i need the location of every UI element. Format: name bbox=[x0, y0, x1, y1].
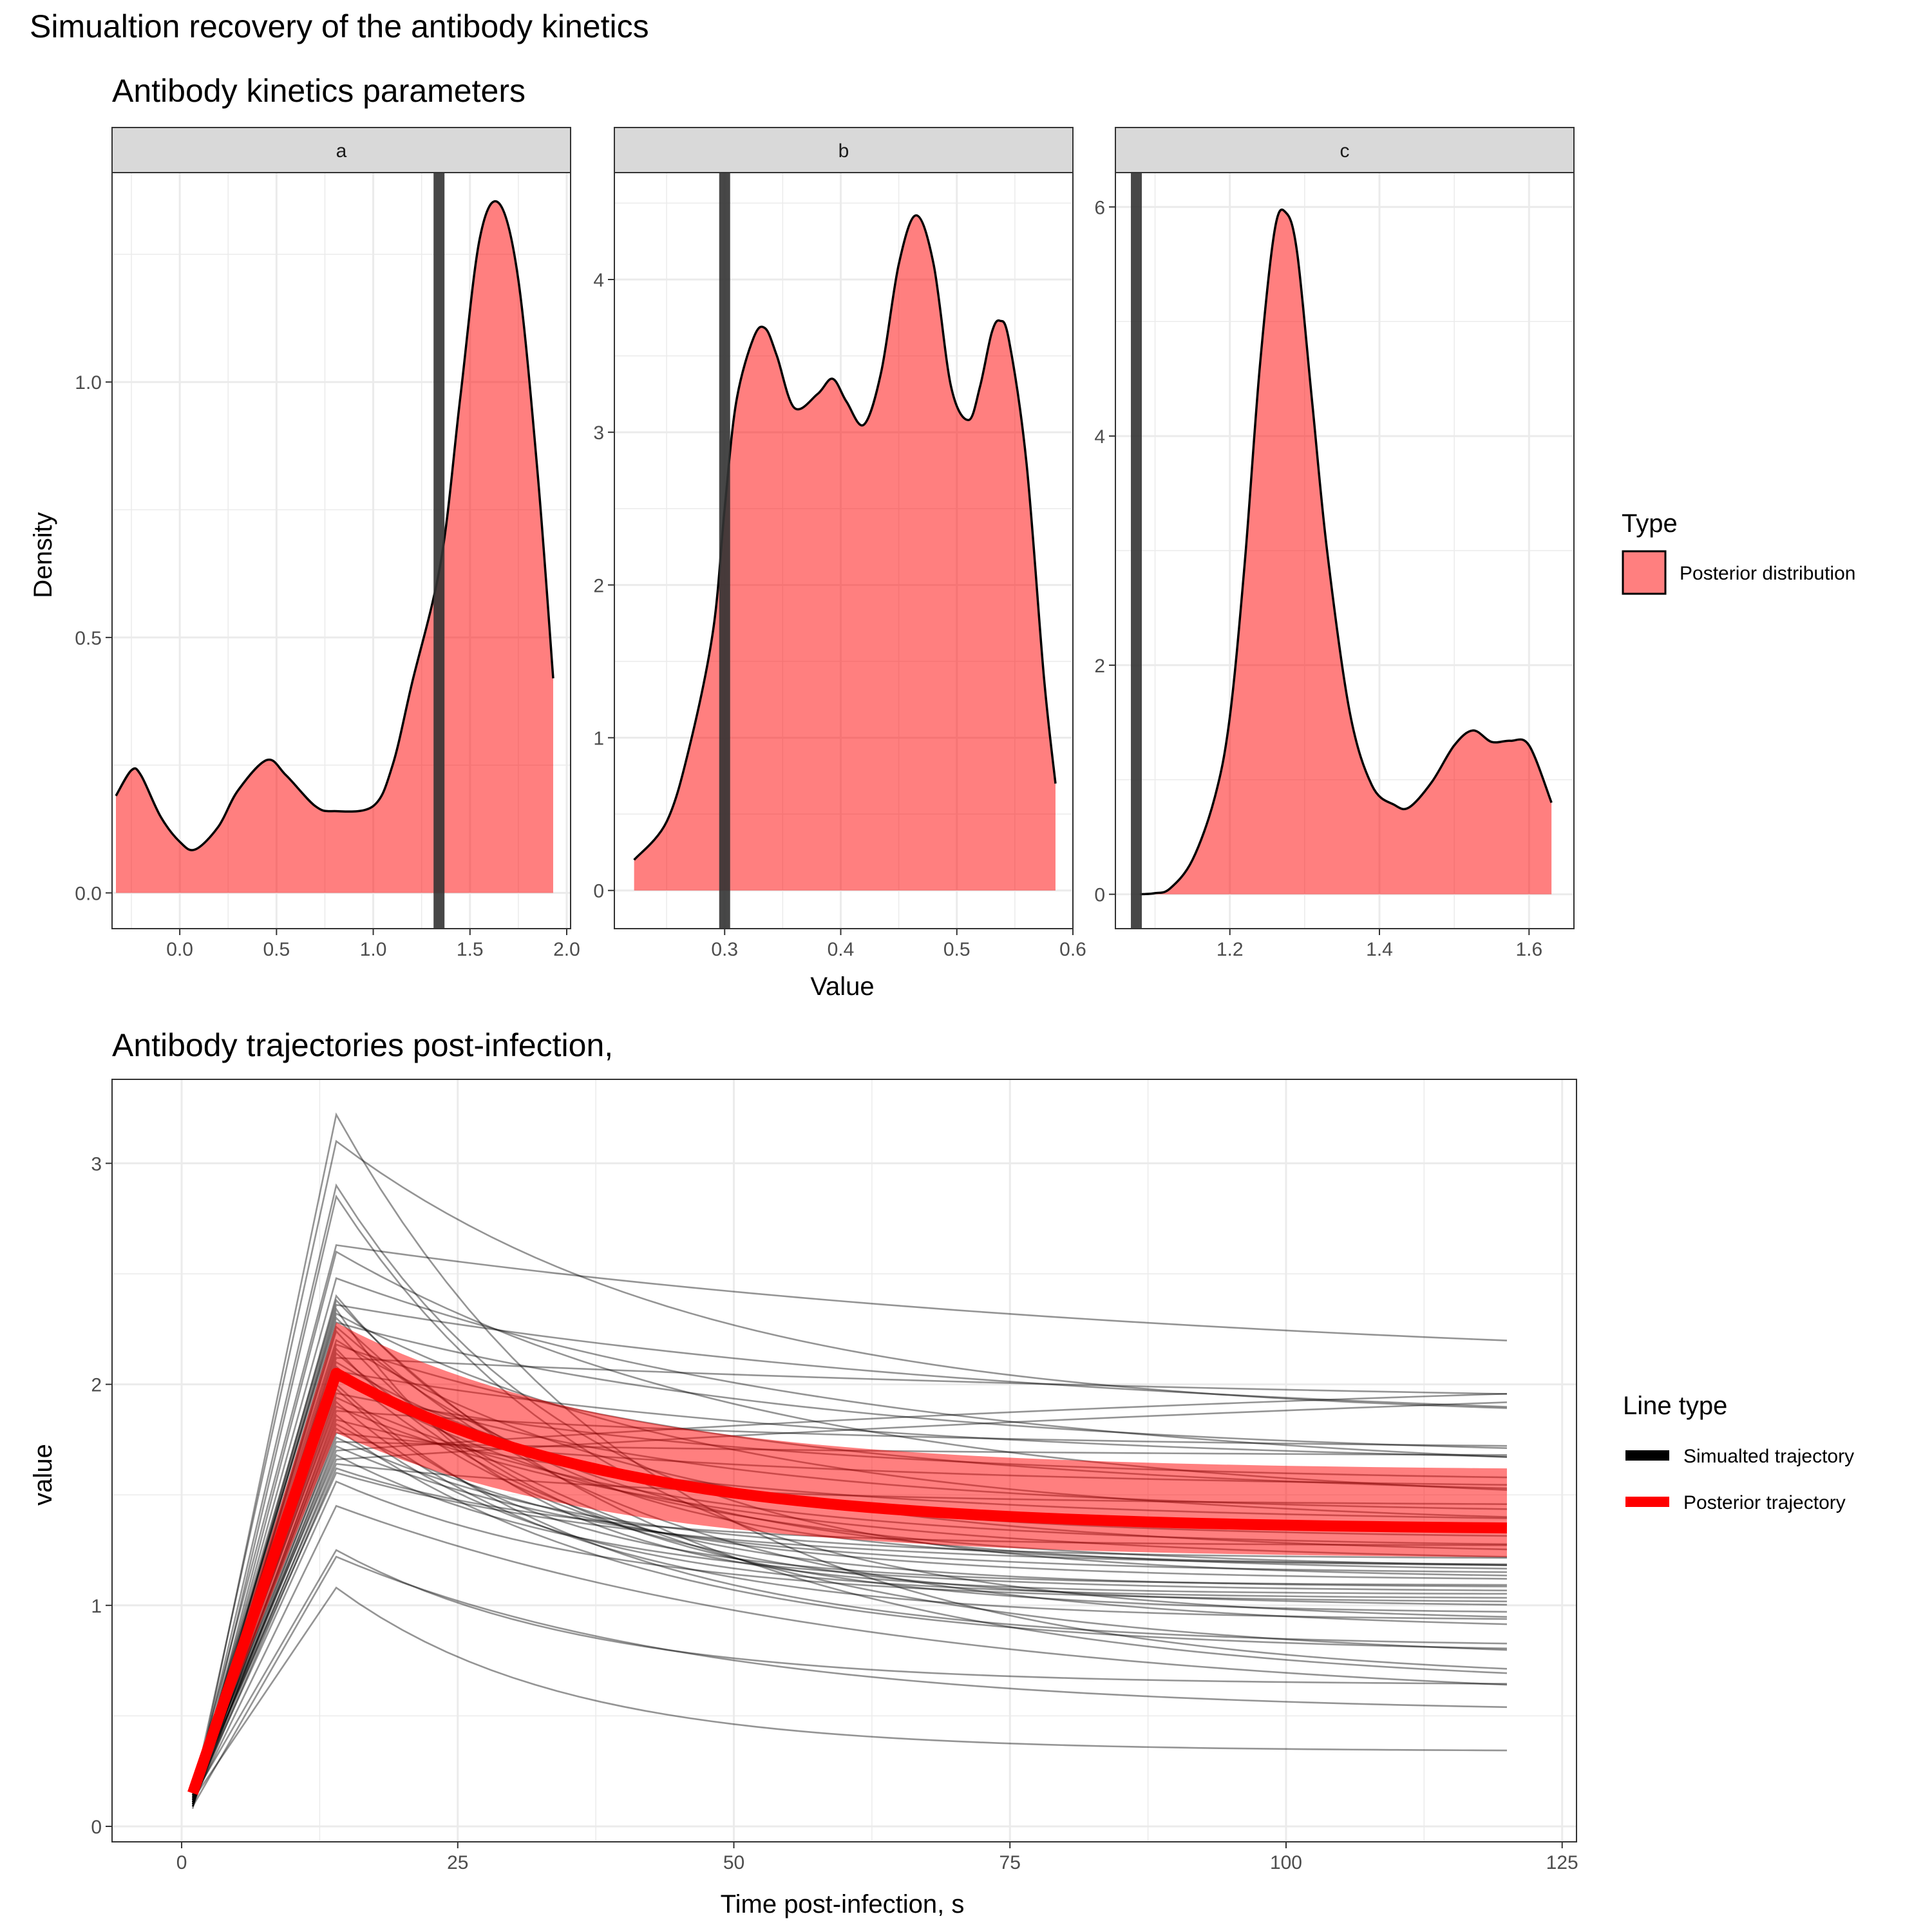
x-tick-label: 1.4 bbox=[1366, 939, 1393, 960]
x-tick-label: 0 bbox=[176, 1852, 187, 1873]
y-tick-label: 0 bbox=[1094, 885, 1105, 906]
y-tick-label: 0 bbox=[593, 881, 604, 902]
simulated-trajectory-line bbox=[192, 1472, 1507, 1794]
x-tick-label: 0.5 bbox=[943, 939, 971, 960]
y-tick-label: 3 bbox=[91, 1153, 102, 1175]
y-tick-label: 1.0 bbox=[75, 372, 102, 393]
posterior-density-area-c bbox=[1140, 209, 1552, 895]
x-tick-label: 0.0 bbox=[166, 939, 193, 960]
panel-strip-a bbox=[111, 127, 571, 173]
panel-b: b 0.3 0.4 0.5 0.6 0 1 2 3 4 bbox=[593, 127, 1086, 960]
panel-strip-c bbox=[1115, 127, 1575, 173]
simulated-trajectory-line bbox=[191, 1387, 1507, 1798]
y-tick-label: 0.5 bbox=[75, 628, 102, 649]
trajectory-plot: 0 25 50 75 100 125 0 1 2 3 bbox=[91, 1079, 1578, 1873]
y-tick-label: 2 bbox=[91, 1375, 102, 1396]
panel-strip-label-b: b bbox=[838, 140, 849, 162]
posterior-trajectory-line bbox=[187, 1367, 1508, 1795]
panel-border-b bbox=[614, 172, 1074, 929]
trajectory-legend: Line type Simualted trajectory Posterior… bbox=[1623, 1392, 1854, 1513]
x-tick-label: 25 bbox=[447, 1852, 468, 1873]
density-y-axis-label: Density bbox=[29, 512, 57, 598]
simulated-trajectory-line bbox=[192, 1480, 1507, 1801]
x-tick-label: 0.3 bbox=[711, 939, 738, 960]
x-tick-label: 1.6 bbox=[1515, 939, 1542, 960]
simulated-trajectory-line bbox=[191, 1244, 1508, 1792]
posterior-density-line-c bbox=[1140, 208, 1553, 896]
density-x-axis-label: Value bbox=[810, 972, 874, 1001]
y-tick-label: 0.0 bbox=[75, 883, 102, 904]
trajectory-legend-title: Line type bbox=[1623, 1392, 1727, 1420]
posterior-credible-band bbox=[193, 1322, 1507, 1794]
panel-strip-label-a: a bbox=[336, 140, 347, 162]
x-tick-label: 1.0 bbox=[360, 939, 387, 960]
panel-border-a bbox=[111, 172, 571, 929]
x-tick-label: 100 bbox=[1270, 1852, 1302, 1873]
simulated-trajectory-line bbox=[192, 1586, 1507, 1801]
y-tick-label: 1 bbox=[91, 1596, 102, 1617]
panel-strip-b bbox=[614, 127, 1074, 173]
panel-c: c 1.2 1.4 1.6 0 2 4 6 bbox=[1094, 127, 1575, 960]
trajectory-y-axis-label: value bbox=[29, 1444, 57, 1506]
x-tick-label: 0.6 bbox=[1059, 939, 1086, 960]
panel-border-c bbox=[1115, 172, 1575, 929]
y-tick-label: 2 bbox=[593, 575, 604, 596]
simulated-trajectory-line bbox=[191, 1444, 1507, 1798]
x-tick-label: 1.2 bbox=[1217, 939, 1244, 960]
x-tick-label: 0.5 bbox=[263, 939, 290, 960]
x-tick-label: 1.5 bbox=[457, 939, 484, 960]
x-tick-label: 50 bbox=[723, 1852, 744, 1873]
simulated-trajectory-line bbox=[191, 1414, 1507, 1798]
y-tick-label: 4 bbox=[593, 270, 604, 291]
x-tick-label: 125 bbox=[1546, 1852, 1578, 1873]
trajectory-chart-subtitle: Antibody trajectories post-infection, bbox=[112, 1027, 613, 1063]
simulated-trajectory-line bbox=[191, 1277, 1508, 1798]
simulated-trajectory-line bbox=[191, 1400, 1507, 1801]
simulated-trajectory-line bbox=[191, 1112, 1508, 1804]
trajectory-x-axis-label: Time post-infection, s bbox=[721, 1890, 965, 1918]
panel-a: a 0.0 0.5 1.0 1.5 2.0 0.0 0.5 1.0 bbox=[75, 127, 580, 960]
simulated-trajectory-line bbox=[191, 1383, 1507, 1807]
simulated-trajectory-line bbox=[191, 1357, 1507, 1803]
x-tick-label: 2.0 bbox=[553, 939, 580, 960]
x-tick-label: 0.4 bbox=[828, 939, 855, 960]
simulated-trajectory-line bbox=[192, 1549, 1507, 1799]
density-legend: Type Posterior distribution bbox=[1622, 509, 1855, 595]
simulated-trajectory-line bbox=[191, 1427, 1507, 1801]
simulated-trajectory-line bbox=[192, 1555, 1507, 1807]
simulated-trajectory-line bbox=[191, 1321, 1507, 1803]
density-panels: a 0.0 0.5 1.0 1.5 2.0 0.0 0.5 1.0 b 0.3 0.4 0.5 0.6 0 1… bbox=[75, 127, 1575, 960]
simulated-trajectory-line bbox=[191, 1454, 1507, 1792]
density-legend-key bbox=[1622, 550, 1667, 595]
density-legend-title: Type bbox=[1622, 509, 1678, 538]
x-tick-label: 75 bbox=[999, 1852, 1021, 1873]
panel-strip-label-c: c bbox=[1340, 140, 1350, 162]
density-legend-label: Posterior distribution bbox=[1680, 563, 1855, 584]
simulated-trajectory-line bbox=[191, 1423, 1507, 1794]
y-tick-label: 1 bbox=[593, 728, 604, 750]
figure-title: Simualtion recovery of the antibody kine… bbox=[30, 8, 649, 44]
y-tick-label: 4 bbox=[1094, 426, 1105, 448]
y-tick-label: 0 bbox=[91, 1817, 102, 1838]
simulated-trajectory-line bbox=[191, 1436, 1507, 1796]
simulated-trajectory-line bbox=[192, 1504, 1508, 1803]
density-chart: Antibody kinetics parameters a 0.0 0.5 1.0 1… bbox=[29, 73, 1855, 1001]
legend-label-posterior: Posterior trajectory bbox=[1683, 1492, 1846, 1513]
legend-label-simulated: Simualted trajectory bbox=[1683, 1446, 1854, 1467]
trajectory-chart: Antibody trajectories post-infection, 0 2… bbox=[29, 1027, 1854, 1918]
y-tick-label: 3 bbox=[593, 422, 604, 444]
simulated-trajectory-line bbox=[191, 1303, 1508, 1801]
y-tick-label: 2 bbox=[1094, 656, 1105, 677]
posterior-density-line-a bbox=[115, 200, 554, 851]
simulated-trajectory-line bbox=[191, 1139, 1508, 1796]
y-tick-label: 6 bbox=[1094, 197, 1105, 218]
trajectory-plot-border bbox=[111, 1079, 1577, 1842]
density-chart-subtitle: Antibody kinetics parameters bbox=[112, 73, 526, 109]
